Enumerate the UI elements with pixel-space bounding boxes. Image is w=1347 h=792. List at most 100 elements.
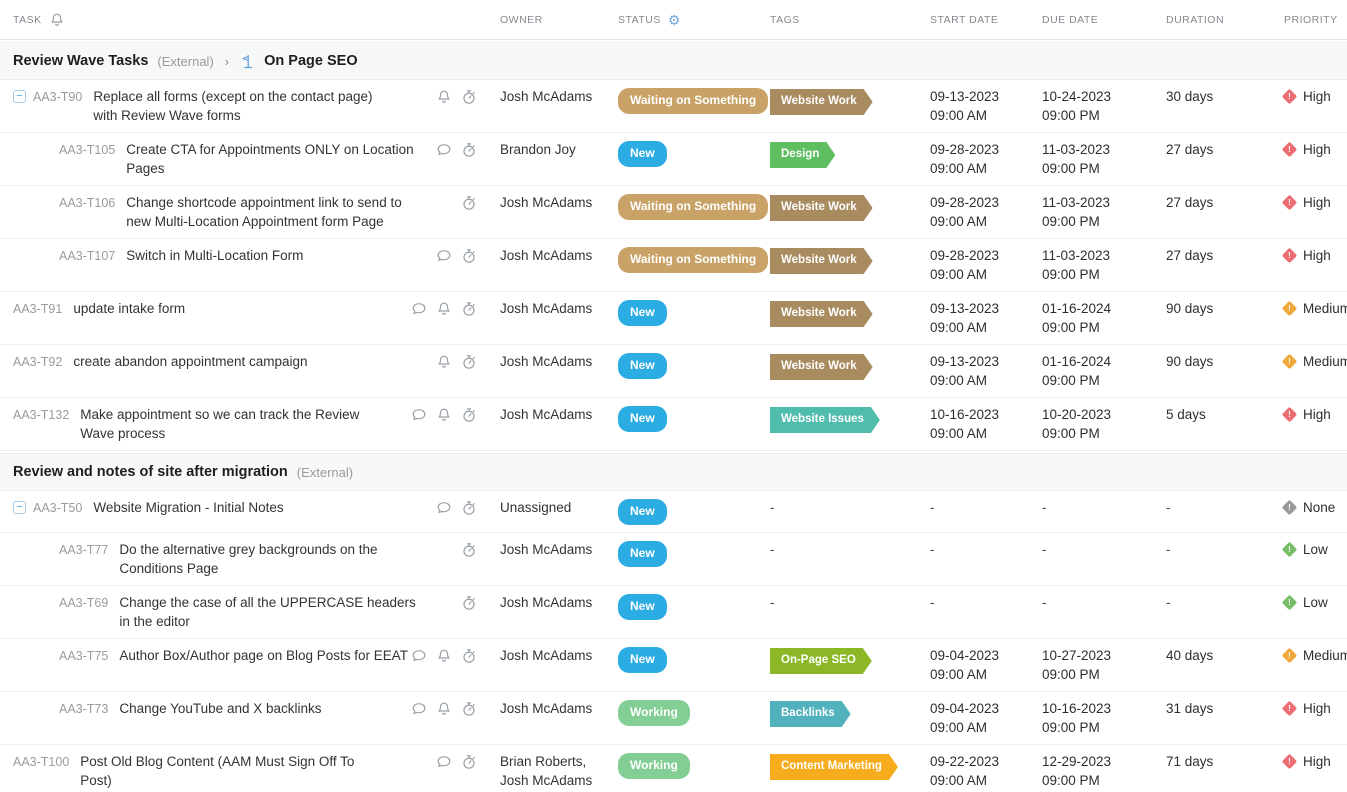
due-date-cell[interactable]: - (1032, 586, 1156, 638)
due-date-cell[interactable]: 10-16-2023 09:00 PM (1032, 692, 1156, 744)
priority-cell[interactable]: ! None (1274, 491, 1347, 532)
empty-tag-dash[interactable]: - (770, 542, 775, 557)
priority-cell[interactable]: ! Low (1274, 533, 1347, 585)
owner-name[interactable]: Josh McAdams (500, 407, 593, 422)
status-badge[interactable]: Waiting on Something (618, 88, 769, 114)
task-title[interactable]: Do the alternative grey backgrounds on t… (119, 542, 378, 576)
bell-icon[interactable] (436, 301, 452, 317)
tag-badge[interactable]: Website Work (770, 195, 873, 221)
due-date-cell[interactable]: 10-20-2023 09:00 PM (1032, 398, 1156, 450)
timer-icon[interactable] (461, 195, 477, 211)
task-title[interactable]: Switch in Multi-Location Form (126, 248, 304, 263)
due-date-cell[interactable]: 11-03-2023 09:00 PM (1032, 133, 1156, 185)
bell-icon[interactable] (436, 354, 452, 370)
comment-icon[interactable] (411, 648, 427, 664)
priority-cell[interactable]: ! Medium (1274, 639, 1347, 691)
duration-cell[interactable]: - (1166, 595, 1171, 610)
task-title[interactable]: Make appointment so we can track the Rev… (80, 407, 360, 441)
empty-tag-dash[interactable]: - (770, 595, 775, 610)
duration-cell[interactable]: 27 days (1166, 248, 1214, 263)
owner-name[interactable]: Unassigned (500, 500, 572, 515)
task-title[interactable]: Change YouTube and X backlinks (119, 701, 322, 716)
duration-cell[interactable]: 5 days (1166, 407, 1206, 422)
owner-name[interactable]: Josh McAdams (500, 595, 593, 610)
empty-tag-dash[interactable]: - (770, 500, 775, 515)
duration-cell[interactable]: 71 days (1166, 754, 1214, 769)
tag-badge[interactable]: Website Work (770, 354, 873, 380)
priority-cell[interactable]: ! High (1274, 186, 1347, 238)
start-date-cell[interactable]: 10-16-2023 09:00 AM (920, 398, 1032, 450)
owner-name[interactable]: Josh McAdams (500, 701, 593, 716)
duration-cell[interactable]: - (1166, 500, 1171, 515)
tag-badge[interactable]: Website Work (770, 248, 873, 274)
comment-icon[interactable] (436, 248, 452, 264)
status-badge[interactable]: New (618, 541, 667, 567)
start-date-cell[interactable]: - (920, 586, 1032, 638)
duration-cell[interactable]: 90 days (1166, 354, 1214, 369)
owner-name[interactable]: Brandon Joy (500, 142, 576, 157)
start-date-cell[interactable]: 09-28-2023 09:00 AM (920, 133, 1032, 185)
status-badge[interactable]: New (618, 594, 667, 620)
owner-name[interactable]: Josh McAdams (500, 648, 593, 663)
priority-cell[interactable]: ! High (1274, 398, 1347, 450)
timer-icon[interactable] (461, 500, 477, 516)
duration-cell[interactable]: 30 days (1166, 89, 1214, 104)
column-header-task[interactable]: TASK (0, 12, 490, 28)
timer-icon[interactable] (461, 595, 477, 611)
bell-icon[interactable] (436, 648, 452, 664)
status-badge[interactable]: New (618, 353, 667, 379)
timer-icon[interactable] (461, 701, 477, 717)
priority-cell[interactable]: ! Low (1274, 586, 1347, 638)
collapse-toggle[interactable]: − (13, 90, 26, 103)
owner-name[interactable]: Brian Roberts, Josh McAdams (500, 754, 593, 788)
status-badge[interactable]: New (618, 499, 667, 525)
owner-name[interactable]: Josh McAdams (500, 89, 593, 104)
milestone-name[interactable]: On Page SEO (264, 53, 358, 69)
bell-icon[interactable] (49, 12, 65, 28)
start-date-cell[interactable]: 09-13-2023 09:00 AM (920, 345, 1032, 397)
comment-icon[interactable] (411, 701, 427, 717)
column-header-duration[interactable]: DURATION (1156, 14, 1274, 26)
timer-icon[interactable] (461, 754, 477, 770)
owner-name[interactable]: Josh McAdams (500, 354, 593, 369)
section-title[interactable]: Review Wave Tasks (13, 53, 149, 69)
start-date-cell[interactable]: 09-04-2023 09:00 AM (920, 639, 1032, 691)
owner-name[interactable]: Josh McAdams (500, 248, 593, 263)
due-date-cell[interactable]: 10-27-2023 09:00 PM (1032, 639, 1156, 691)
task-title[interactable]: Create CTA for Appointments ONLY on Loca… (126, 142, 414, 176)
column-header-status[interactable]: STATUS ⚙ (608, 13, 760, 27)
task-title[interactable]: Post Old Blog Content (AAM Must Sign Off… (80, 754, 355, 788)
priority-cell[interactable]: ! Medium (1274, 292, 1347, 344)
due-date-cell[interactable]: 01-16-2024 09:00 PM (1032, 345, 1156, 397)
tag-badge[interactable]: Website Issues (770, 407, 880, 433)
timer-icon[interactable] (461, 648, 477, 664)
timer-icon[interactable] (461, 354, 477, 370)
tag-badge[interactable]: On-Page SEO (770, 648, 872, 674)
bell-icon[interactable] (436, 701, 452, 717)
task-title[interactable]: Replace all forms (except on the contact… (93, 89, 373, 123)
comment-icon[interactable] (436, 754, 452, 770)
status-badge[interactable]: Waiting on Something (618, 247, 769, 273)
collapse-toggle[interactable]: − (13, 501, 26, 514)
section-title[interactable]: Review and notes of site after migration (13, 464, 288, 480)
due-date-cell[interactable]: - (1032, 491, 1156, 532)
comment-icon[interactable] (411, 407, 427, 423)
duration-cell[interactable]: 90 days (1166, 301, 1214, 316)
start-date-cell[interactable]: 09-22-2023 09:00 AM (920, 745, 1032, 792)
duration-cell[interactable]: - (1166, 542, 1171, 557)
status-badge[interactable]: New (618, 141, 667, 167)
owner-name[interactable]: Josh McAdams (500, 542, 593, 557)
timer-icon[interactable] (461, 301, 477, 317)
task-title[interactable]: Change the case of all the UPPERCASE hea… (119, 595, 416, 629)
column-header-due-date[interactable]: DUE DATE (1032, 14, 1156, 26)
priority-cell[interactable]: ! Medium (1274, 345, 1347, 397)
due-date-cell[interactable]: 01-16-2024 09:00 PM (1032, 292, 1156, 344)
start-date-cell[interactable]: 09-13-2023 09:00 AM (920, 80, 1032, 132)
gear-icon[interactable]: ⚙ (667, 11, 681, 28)
bell-icon[interactable] (436, 407, 452, 423)
status-badge[interactable]: New (618, 300, 667, 326)
owner-name[interactable]: Josh McAdams (500, 301, 593, 316)
start-date-cell[interactable]: 09-13-2023 09:00 AM (920, 292, 1032, 344)
task-title[interactable]: Change shortcode appointment link to sen… (126, 195, 402, 229)
column-header-owner[interactable]: OWNER (490, 14, 608, 26)
